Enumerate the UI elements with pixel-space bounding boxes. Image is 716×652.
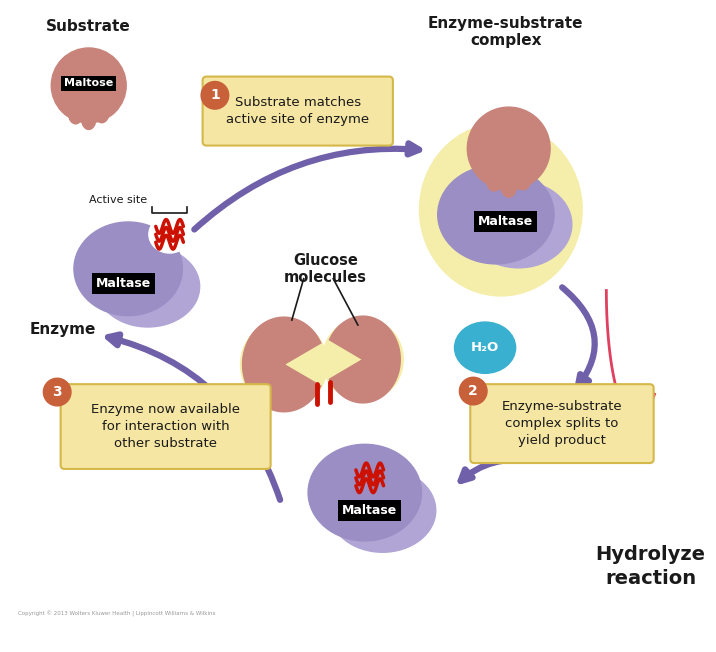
FancyBboxPatch shape xyxy=(470,384,654,463)
FancyBboxPatch shape xyxy=(61,384,271,469)
Ellipse shape xyxy=(322,318,403,401)
Text: Copyright © 2013 Wolters Kluwer Health | Lippincott Williams & Wilkins: Copyright © 2013 Wolters Kluwer Health |… xyxy=(18,611,215,617)
FancyArrowPatch shape xyxy=(562,288,595,387)
Ellipse shape xyxy=(82,109,96,130)
Text: Active site: Active site xyxy=(89,195,147,205)
Text: Glucose
molecules: Glucose molecules xyxy=(284,252,367,285)
Ellipse shape xyxy=(420,123,582,296)
Text: Maltase: Maltase xyxy=(478,215,533,228)
FancyArrowPatch shape xyxy=(460,460,535,481)
Polygon shape xyxy=(243,317,321,412)
Ellipse shape xyxy=(516,167,531,190)
Text: Maltase: Maltase xyxy=(96,277,151,290)
FancyArrowPatch shape xyxy=(108,334,280,500)
Circle shape xyxy=(52,48,126,123)
Text: H₂O: H₂O xyxy=(471,341,499,354)
Ellipse shape xyxy=(74,222,183,316)
Text: Substrate: Substrate xyxy=(47,19,131,34)
Circle shape xyxy=(468,107,550,190)
Ellipse shape xyxy=(465,181,572,268)
FancyBboxPatch shape xyxy=(203,76,393,145)
Text: Enzyme-substrate
complex splits to
yield product: Enzyme-substrate complex splits to yield… xyxy=(502,400,622,447)
Ellipse shape xyxy=(486,168,502,191)
Circle shape xyxy=(460,378,487,405)
Ellipse shape xyxy=(96,246,200,327)
Text: 1: 1 xyxy=(210,88,220,102)
Circle shape xyxy=(201,82,228,109)
Text: 2: 2 xyxy=(468,384,478,398)
Ellipse shape xyxy=(95,102,109,123)
FancyArrowPatch shape xyxy=(194,143,419,230)
Ellipse shape xyxy=(329,469,436,552)
Text: Enzyme now available
for interaction with
other substrate: Enzyme now available for interaction wit… xyxy=(91,403,240,450)
Ellipse shape xyxy=(437,166,554,264)
Ellipse shape xyxy=(241,320,327,409)
Text: 3: 3 xyxy=(52,385,62,399)
Text: Enzyme: Enzyme xyxy=(29,323,96,338)
Ellipse shape xyxy=(308,444,422,541)
Text: Maltase: Maltase xyxy=(342,504,397,517)
Text: Hydrolyze
reaction: Hydrolyze reaction xyxy=(596,545,706,588)
Text: Maltose: Maltose xyxy=(64,78,113,89)
Ellipse shape xyxy=(149,216,190,253)
Text: Substrate matches
active site of enzyme: Substrate matches active site of enzyme xyxy=(226,96,369,126)
Polygon shape xyxy=(329,316,400,403)
Circle shape xyxy=(44,378,71,406)
Ellipse shape xyxy=(455,322,516,374)
Ellipse shape xyxy=(501,175,517,197)
Text: Enzyme-substrate
complex: Enzyme-substrate complex xyxy=(428,16,584,48)
Ellipse shape xyxy=(69,103,83,124)
